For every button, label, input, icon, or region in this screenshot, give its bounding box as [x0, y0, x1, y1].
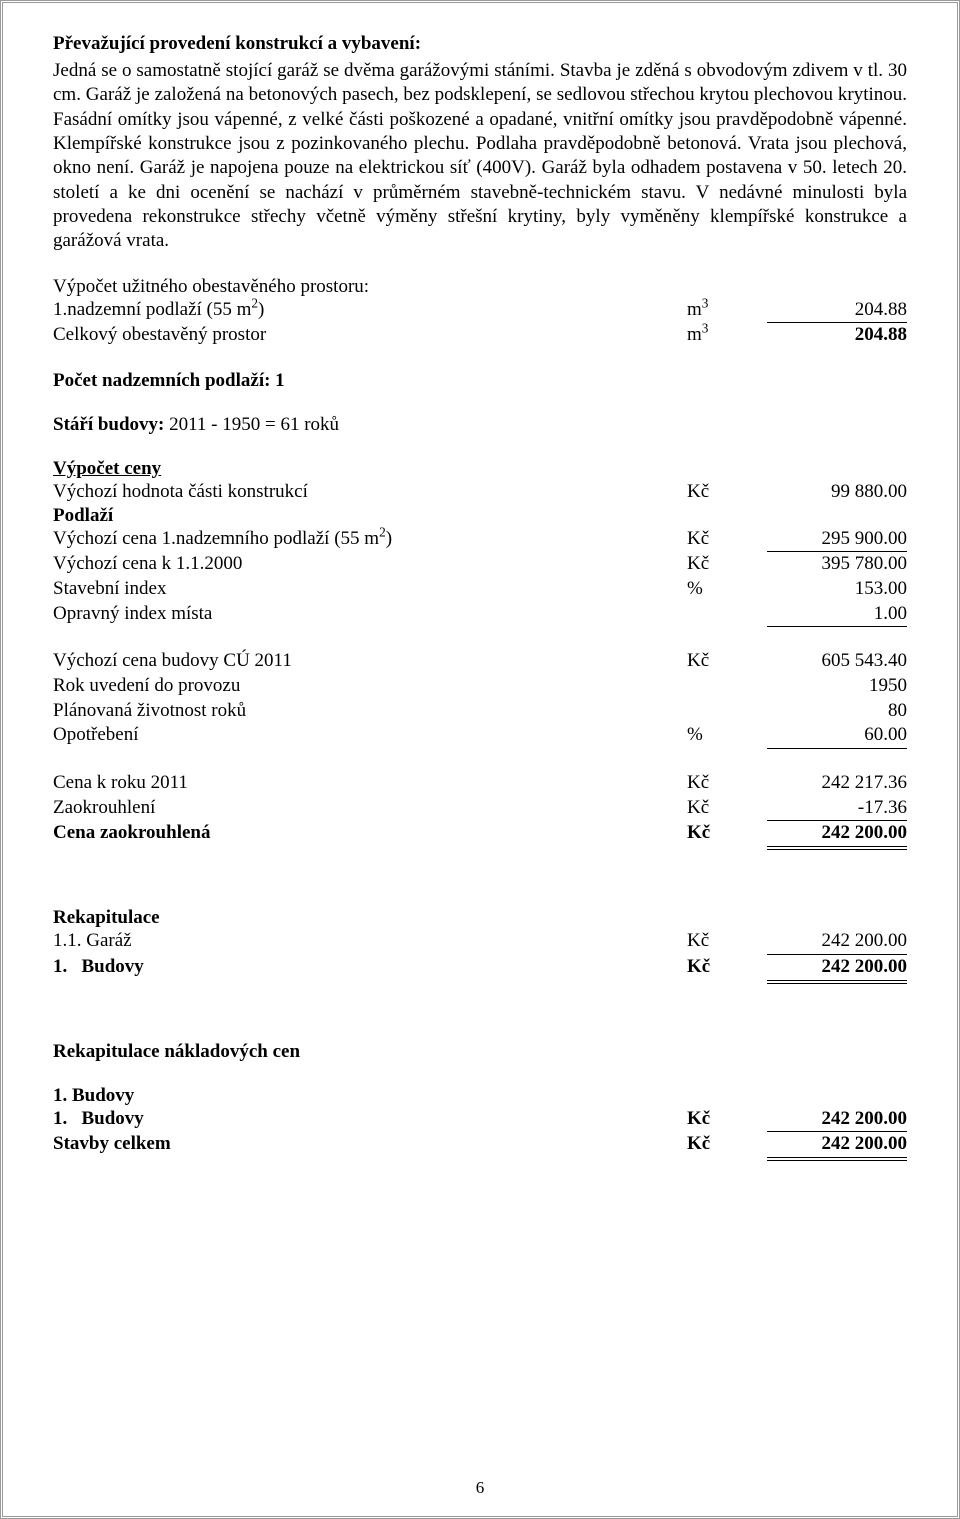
heading-construction: Převažující provedení konstrukcí a vybav… [53, 33, 907, 55]
age-line: Stáří budovy: 2011 - 1950 = 61 roků [53, 414, 907, 436]
recap-row-1: 1.1. Garáž Kč 242 200.00 [53, 929, 907, 955]
row-cena2011: Cena k roku 2011 Kč 242 217.36 [53, 771, 907, 796]
volume-row1-unit: m3 [687, 298, 767, 324]
row-wear-value: 60.00 [767, 723, 907, 749]
row-life-unit [687, 699, 767, 724]
recap-section: Rekapitulace 1.1. Garáž Kč 242 200.00 1.… [53, 907, 907, 980]
floor-label: Podlaží [53, 505, 907, 527]
volume-row-2: Celkový obestavěný prostor m3 204.88 [53, 323, 907, 348]
row-price2000-value: 395 780.00 [767, 552, 907, 577]
row-cena2011-label: Cena k roku 2011 [53, 771, 687, 796]
row-price2000-label: Výchozí cena k 1.1.2000 [53, 552, 687, 577]
row-round-unit: Kč [687, 796, 767, 822]
recap3-heading: 1. Budovy [53, 1085, 907, 1107]
row-cena2011-value: 242 217.36 [767, 771, 907, 796]
recap4-value: 242 200.00 [767, 1132, 907, 1158]
row-construction: Výchozí hodnota části konstrukcí Kč 99 8… [53, 480, 907, 505]
volume-row1-label: 1.nadzemní podlaží (55 m2) [53, 298, 687, 324]
volume-row1-value: 204.88 [767, 298, 907, 324]
row-round-label: Zaokrouhlení [53, 796, 687, 822]
row-cu2011-label: Výchozí cena budovy CÚ 2011 [53, 649, 687, 674]
row-floor1: Výchozí cena 1.nadzemního podlaží (55 m2… [53, 527, 907, 553]
recap1-value: 242 200.00 [767, 929, 907, 955]
row-life-label: Plánovaná životnost roků [53, 699, 687, 724]
floors-heading: Počet nadzemních podlaží: 1 [53, 370, 907, 392]
recap-cost-section: Rekapitulace nákladových cen 1. Budovy 1… [53, 1041, 907, 1158]
price-calc-section: Výpočet ceny Výchozí hodnota části konst… [53, 458, 907, 627]
row-cena2011-unit: Kč [687, 771, 767, 796]
volume-row-1: 1.nadzemní podlaží (55 m2) m3 204.88 [53, 298, 907, 324]
volume-row2-label: Celkový obestavěný prostor [53, 323, 687, 348]
row-rounded: Cena zaokrouhlená Kč 242 200.00 [53, 821, 907, 847]
row-year-unit [687, 674, 767, 699]
row-wear: Opotřebení % 60.00 [53, 723, 907, 749]
recap2-value: 242 200.00 [767, 955, 907, 981]
recap4-label: Stavby celkem [53, 1132, 687, 1158]
row-life: Plánovaná životnost roků 80 [53, 699, 907, 724]
row-life-value: 80 [767, 699, 907, 724]
recap-row-3: 1. Budovy Kč 242 200.00 [53, 1107, 907, 1133]
recap2-unit: Kč [687, 955, 767, 981]
volume-row2-unit: m3 [687, 323, 767, 348]
price-heading: Výpočet ceny [53, 458, 907, 480]
recap4-unit: Kč [687, 1132, 767, 1158]
row-construction-label: Výchozí hodnota části konstrukcí [53, 480, 687, 505]
recap3-label: 1. Budovy [53, 1107, 687, 1133]
volume-section: Výpočet užitného obestavěného prostoru: … [53, 276, 907, 348]
row-wear-unit: % [687, 723, 767, 749]
recap1-unit: Kč [687, 929, 767, 955]
row-corrindex-value: 1.00 [767, 602, 907, 628]
recap3-unit: Kč [687, 1107, 767, 1133]
recap-heading: Rekapitulace [53, 907, 907, 929]
body-text: Jedná se o samostatně stojící garáž se d… [53, 59, 907, 254]
row-year-value: 1950 [767, 674, 907, 699]
row-floor1-unit: Kč [687, 527, 767, 553]
row-construction-unit: Kč [687, 480, 767, 505]
row-cu2011-unit: Kč [687, 649, 767, 674]
page-container: Převažující provedení konstrukcí a vybav… [0, 0, 960, 1519]
volume-heading: Výpočet užitného obestavěného prostoru: [53, 276, 907, 298]
row-cu2011-value: 605 543.40 [767, 649, 907, 674]
row-buildindex-unit: % [687, 577, 767, 602]
row-floor1-value: 295 900.00 [767, 527, 907, 553]
row-buildindex: Stavební index % 153.00 [53, 577, 907, 602]
row-corrindex: Opravný index místa 1.00 [53, 602, 907, 628]
volume-row2-value: 204.88 [767, 323, 907, 348]
row-rounded-label: Cena zaokrouhlená [53, 821, 687, 847]
row-cu2011: Výchozí cena budovy CÚ 2011 Kč 605 543.4… [53, 649, 907, 674]
recap-row-4: Stavby celkem Kč 242 200.00 [53, 1132, 907, 1158]
row-corrindex-unit [687, 602, 767, 628]
row-buildindex-value: 153.00 [767, 577, 907, 602]
row-round: Zaokrouhlení Kč -17.36 [53, 796, 907, 822]
page-number: 6 [3, 1478, 957, 1498]
price-result-section: Cena k roku 2011 Kč 242 217.36 Zaokrouhl… [53, 771, 907, 847]
age-value: 2011 - 1950 = 61 roků [169, 414, 339, 435]
row-floor1-label: Výchozí cena 1.nadzemního podlaží (55 m2… [53, 527, 687, 553]
row-price2000-unit: Kč [687, 552, 767, 577]
row-buildindex-label: Stavební index [53, 577, 687, 602]
recap-row-2: 1. Budovy Kč 242 200.00 [53, 955, 907, 981]
row-year-label: Rok uvedení do provozu [53, 674, 687, 699]
recap1-label: 1.1. Garáž [53, 929, 687, 955]
row-construction-value: 99 880.00 [767, 480, 907, 505]
row-price2000: Výchozí cena k 1.1.2000 Kč 395 780.00 [53, 552, 907, 577]
row-rounded-value: 242 200.00 [767, 821, 907, 847]
row-round-value: -17.36 [767, 796, 907, 822]
age-heading: Stáří budovy: [53, 414, 169, 435]
row-corrindex-label: Opravný index místa [53, 602, 687, 628]
recap-cost-heading: Rekapitulace nákladových cen [53, 1041, 907, 1063]
price-calc-section-2: Výchozí cena budovy CÚ 2011 Kč 605 543.4… [53, 649, 907, 749]
row-year: Rok uvedení do provozu 1950 [53, 674, 907, 699]
row-rounded-unit: Kč [687, 821, 767, 847]
recap2-label: 1. Budovy [53, 955, 687, 981]
row-wear-label: Opotřebení [53, 723, 687, 749]
recap3-value: 242 200.00 [767, 1107, 907, 1133]
